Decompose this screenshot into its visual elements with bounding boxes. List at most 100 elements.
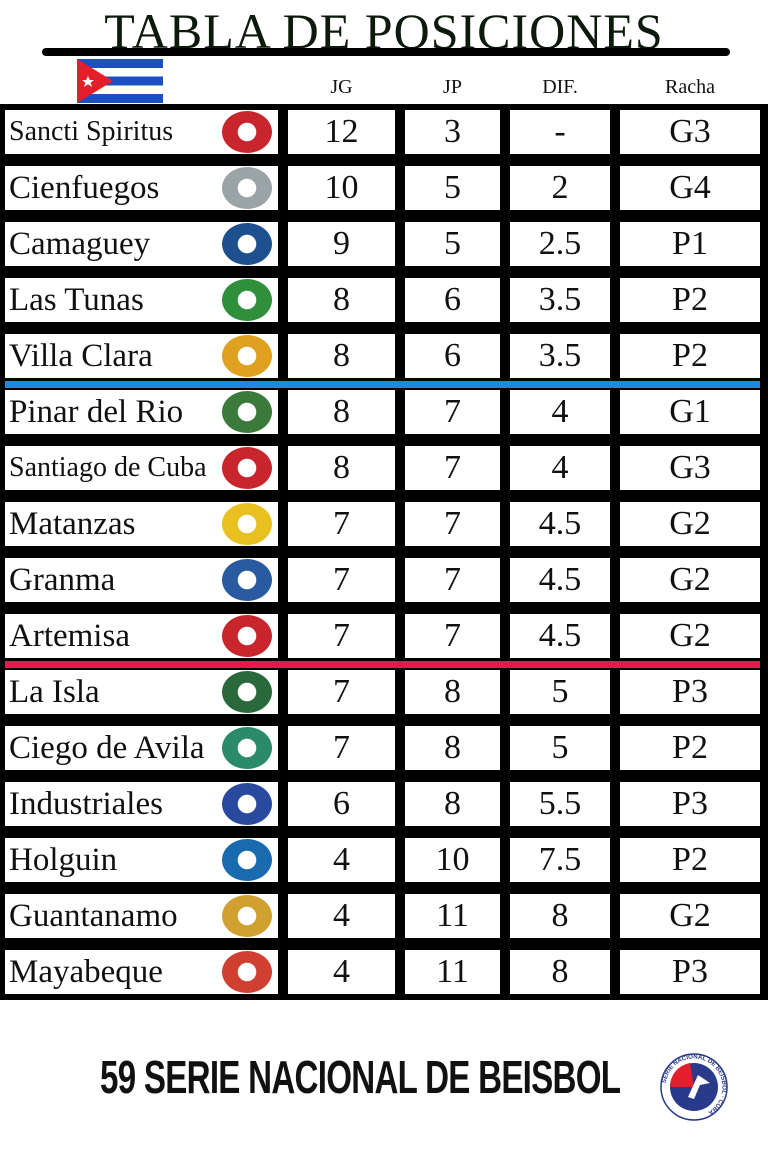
- team-cell: Mayabeque: [5, 950, 278, 994]
- racha-cell: P2: [620, 334, 760, 378]
- jg-cell: 7: [288, 614, 395, 658]
- dif-cell: 8: [510, 950, 610, 994]
- jg-cell: 9: [288, 222, 395, 266]
- team-cell: Granma: [5, 558, 278, 602]
- racha-cell: P2: [620, 278, 760, 322]
- title-underline: [42, 48, 730, 56]
- racha-cell: P1: [620, 222, 760, 266]
- team-logo-icon: [222, 447, 272, 489]
- dif-cell: 4.5: [510, 558, 610, 602]
- team-logo-icon: [222, 223, 272, 265]
- jp-cell: 5: [405, 222, 500, 266]
- team-logo-icon: [222, 503, 272, 545]
- table-row: Las Tunas 8 6 3.5 P2: [0, 272, 768, 328]
- jp-cell: 8: [405, 670, 500, 714]
- jp-cell: 8: [405, 782, 500, 826]
- team-logo-icon: [222, 279, 272, 321]
- team-name: Santiago de Cuba: [9, 452, 207, 483]
- dif-cell: 7.5: [510, 838, 610, 882]
- team-cell: Industriales: [5, 782, 278, 826]
- jg-cell: 6: [288, 782, 395, 826]
- team-name: Guantanamo: [9, 897, 178, 934]
- dif-cell: 4.5: [510, 614, 610, 658]
- table-row: Matanzas 7 7 4.5 G2: [0, 496, 768, 552]
- jp-cell: 8: [405, 726, 500, 770]
- racha-cell: P2: [620, 726, 760, 770]
- jp-cell: 6: [405, 334, 500, 378]
- team-name: Pinar del Rio: [9, 393, 184, 430]
- column-header-jp: JP: [443, 76, 462, 98]
- standings-table: Sancti Spiritus 12 3 - G3 Cienfuegos 10 …: [0, 104, 768, 1000]
- team-name: Holguin: [9, 841, 118, 878]
- table-row: Villa Clara 8 6 3.5 P2: [0, 328, 768, 384]
- dif-cell: 4: [510, 446, 610, 490]
- jp-cell: 7: [405, 558, 500, 602]
- footer-title: 59 SERIE NACIONAL DE BEISBOL: [100, 1051, 621, 1103]
- team-cell: Holguin: [5, 838, 278, 882]
- racha-cell: G2: [620, 558, 760, 602]
- team-logo-icon: [222, 727, 272, 769]
- table-row: Sancti Spiritus 12 3 - G3: [0, 104, 768, 160]
- team-logo-icon: [222, 895, 272, 937]
- team-name: Granma: [9, 561, 116, 598]
- separator-cutoff-line: [5, 661, 760, 668]
- jp-cell: 5: [405, 166, 500, 210]
- dif-cell: 5: [510, 670, 610, 714]
- racha-cell: G1: [620, 390, 760, 434]
- dif-cell: 3.5: [510, 334, 610, 378]
- team-logo-icon: [222, 671, 272, 713]
- jg-cell: 7: [288, 558, 395, 602]
- team-cell: Cienfuegos: [5, 166, 278, 210]
- table-row: Artemisa 7 7 4.5 G2: [0, 608, 768, 664]
- team-name: Las Tunas: [9, 281, 144, 318]
- racha-cell: P3: [620, 670, 760, 714]
- team-cell: Las Tunas: [5, 278, 278, 322]
- dif-cell: 8: [510, 894, 610, 938]
- table-row: Industriales 6 8 5.5 P3: [0, 776, 768, 832]
- jp-cell: 3: [405, 110, 500, 154]
- dif-cell: 4: [510, 390, 610, 434]
- jg-cell: 4: [288, 950, 395, 994]
- team-cell: La Isla: [5, 670, 278, 714]
- table-row: La Isla 7 8 5 P3: [0, 664, 768, 720]
- jg-cell: 4: [288, 894, 395, 938]
- racha-cell: G3: [620, 110, 760, 154]
- team-name: Artemisa: [9, 617, 130, 654]
- jp-cell: 10: [405, 838, 500, 882]
- dif-cell: -: [510, 110, 610, 154]
- team-name: Sancti Spiritus: [9, 116, 174, 147]
- team-name: Cienfuegos: [9, 169, 160, 206]
- team-logo-icon: [222, 951, 272, 993]
- separator-playoff-line: [5, 381, 760, 388]
- jg-cell: 12: [288, 110, 395, 154]
- jp-cell: 7: [405, 502, 500, 546]
- team-name: Matanzas: [9, 505, 136, 542]
- cuba-flag-icon: [77, 59, 163, 103]
- jp-cell: 11: [405, 950, 500, 994]
- jp-cell: 7: [405, 390, 500, 434]
- team-logo-icon: [222, 111, 272, 153]
- jg-cell: 8: [288, 390, 395, 434]
- team-name: La Isla: [9, 673, 100, 710]
- table-row: Mayabeque 4 11 8 P3: [0, 944, 768, 1000]
- team-logo-icon: [222, 783, 272, 825]
- racha-cell: P2: [620, 838, 760, 882]
- dif-cell: 3.5: [510, 278, 610, 322]
- table-row: Santiago de Cuba 8 7 4 G3: [0, 440, 768, 496]
- team-name: Ciego de Avila: [9, 729, 205, 766]
- team-cell: Villa Clara: [5, 334, 278, 378]
- table-row: Guantanamo 4 11 8 G2: [0, 888, 768, 944]
- jg-cell: 7: [288, 670, 395, 714]
- table-row: Camaguey 9 5 2.5 P1: [0, 216, 768, 272]
- table-row: Holguin 4 10 7.5 P2: [0, 832, 768, 888]
- jg-cell: 10: [288, 166, 395, 210]
- table-row: Granma 7 7 4.5 G2: [0, 552, 768, 608]
- column-header-dif: DIF.: [542, 76, 578, 98]
- column-header-jg: JG: [330, 76, 353, 98]
- dif-cell: 5.5: [510, 782, 610, 826]
- dif-cell: 4.5: [510, 502, 610, 546]
- dif-cell: 5: [510, 726, 610, 770]
- racha-cell: G3: [620, 446, 760, 490]
- racha-cell: P3: [620, 782, 760, 826]
- team-cell: Ciego de Avila: [5, 726, 278, 770]
